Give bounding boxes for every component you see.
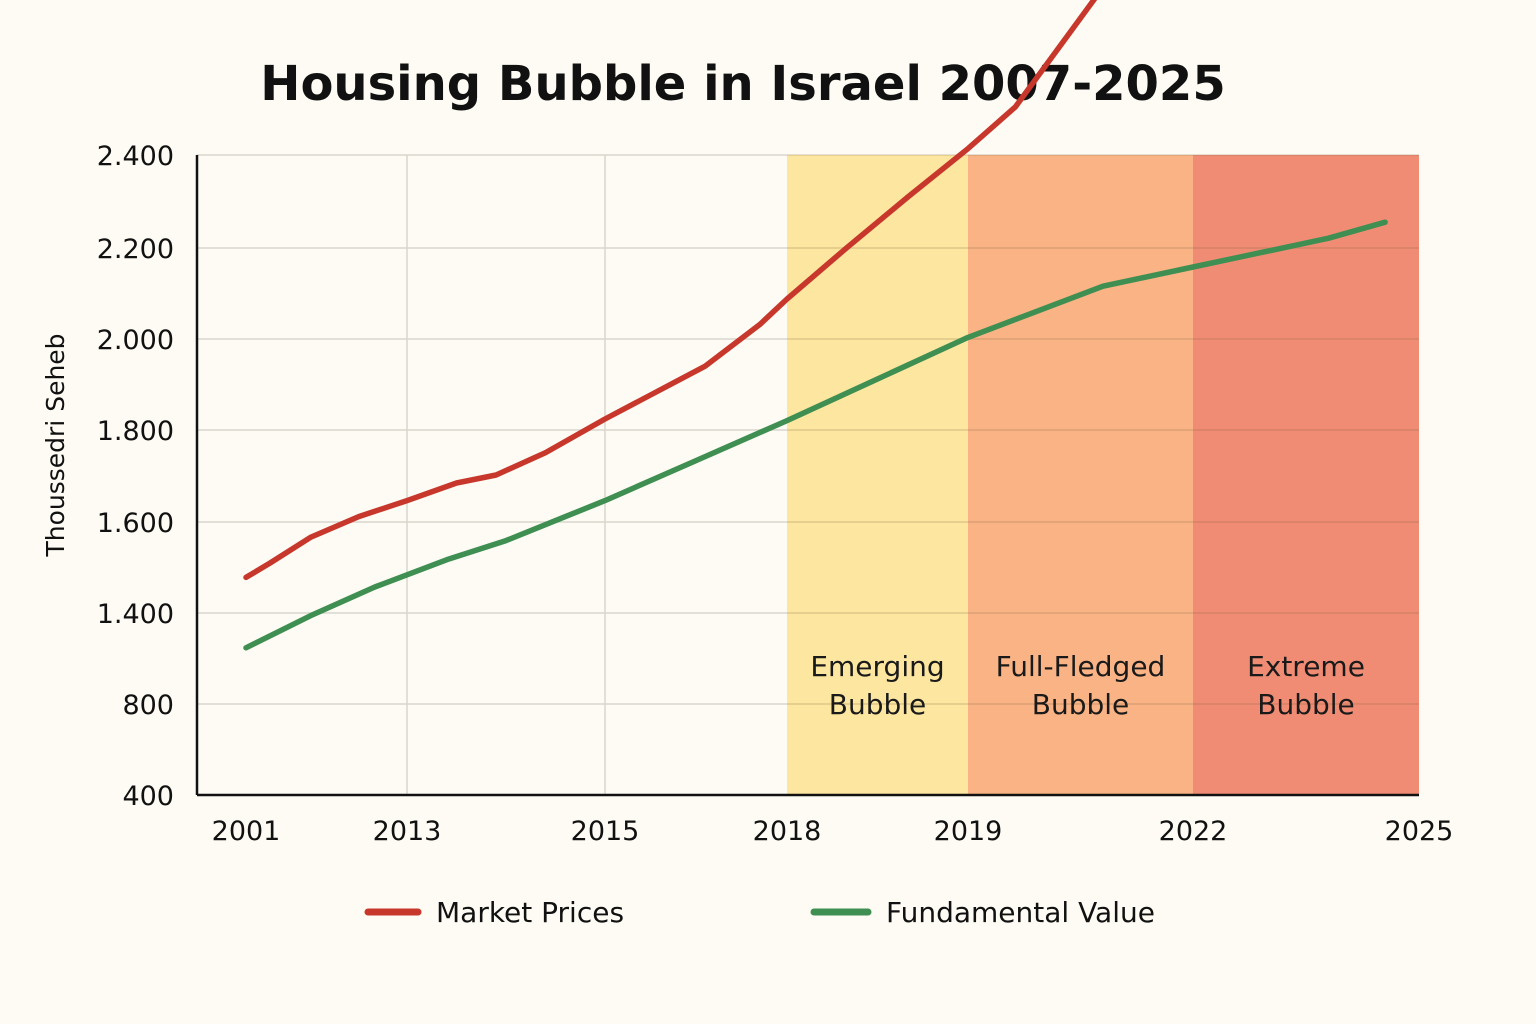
x-tick-label: 2001 (212, 816, 281, 847)
x-tick-label: 2015 (571, 816, 640, 847)
zone-label-line: Bubble (829, 688, 927, 721)
x-tick-label: 2013 (373, 816, 442, 847)
y-tick-label: 2.200 (97, 234, 174, 265)
zone-band-2 (968, 155, 1193, 795)
zone-label-line: Bubble (1032, 688, 1130, 721)
x-tick-label: 2018 (753, 816, 822, 847)
zone-label-line: Bubble (1257, 688, 1355, 721)
axes (195, 155, 1419, 797)
y-tick-label: 2.000 (97, 325, 174, 356)
x-tick-label: 2025 (1385, 816, 1454, 847)
x-tick-label: 2022 (1159, 816, 1228, 847)
y-tick-label: 1.400 (97, 599, 174, 630)
chart-title: Housing Bubble in Israel 2007-2025 (260, 56, 1225, 112)
y-tick-label: 1.600 (97, 508, 174, 539)
y-tick-label: 800 (122, 690, 174, 721)
zone-label-line: Extreme (1247, 650, 1365, 683)
x-tick-label: 2019 (934, 816, 1003, 847)
data-series (243, 0, 1388, 651)
y-axis-label: Thoussedri Seheb (41, 333, 70, 557)
y-tick-label: 1.800 (97, 416, 174, 447)
series-line-fundamental-value (243, 219, 1388, 651)
zone-label-2: Full-Fledged Bubble (996, 650, 1166, 721)
y-tick-label: 400 (122, 781, 174, 812)
zone-label-line: Emerging (810, 650, 944, 683)
y-tick-label: 2.400 (97, 141, 174, 172)
zone-band-1 (787, 155, 968, 795)
series-line-market-prices (243, 0, 1098, 581)
x-axis-ticks: 2001 2013 2015 2018 2019 2022 2025 (212, 816, 1454, 847)
legend: Market Prices Fundamental Value (364, 896, 1155, 929)
legend-item-1: Market Prices (364, 896, 624, 929)
zone-label-3: Extreme Bubble (1247, 650, 1365, 721)
legend-label: Market Prices (436, 896, 624, 929)
zone-labels: Emerging Bubble Full-Fledged Bubble Extreme B… (810, 650, 1365, 721)
y-axis-ticks: 400 800 1.400 1.600 1.800 2.000 2.200 2.400 (97, 141, 174, 812)
legend-item-2: Fundamental Value (810, 896, 1155, 929)
grid-lines (197, 154, 1419, 795)
zone-label-line: Full-Fledged (996, 650, 1166, 683)
zone-label-1: Emerging Bubble (810, 650, 944, 721)
legend-label: Fundamental Value (886, 896, 1155, 929)
